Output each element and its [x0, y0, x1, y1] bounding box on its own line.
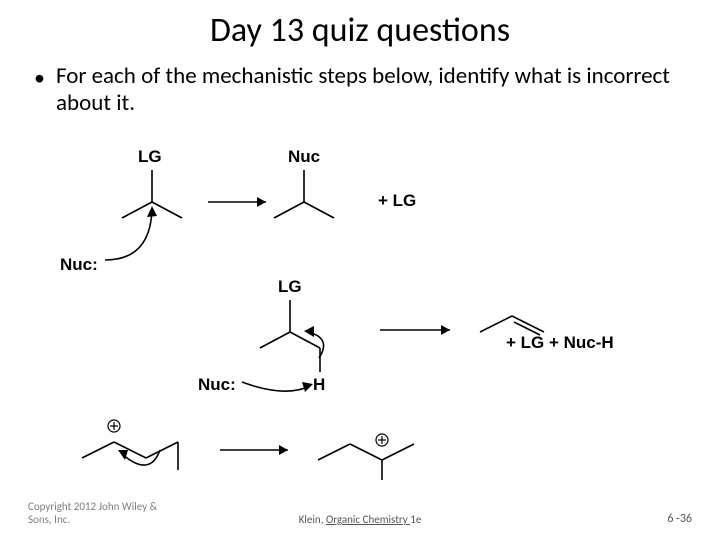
- label-nuc-colon-2: Nuc:: [198, 375, 236, 394]
- reaction-diagram: LG Nuc: Nuc + LG: [60, 140, 660, 480]
- footer-copyright-l1: Copyright 2012 John Wiley &: [28, 500, 157, 513]
- label-nuc-colon-1: Nuc:: [60, 255, 98, 274]
- footer-pagenum: 6 -36: [667, 512, 692, 526]
- label-nuc-1: Nuc: [288, 147, 320, 166]
- bullet-text: For each of the mechanistic steps below,…: [56, 63, 684, 117]
- footer-book: Organic Chemistry: [326, 513, 410, 526]
- page-title: Day 13 quiz questions: [0, 0, 720, 57]
- label-lg-2: LG: [278, 277, 302, 296]
- footer-center: Klein, Organic Chemistry 1e: [0, 513, 720, 526]
- label-h: H: [313, 375, 325, 394]
- label-plus-lg-1: + LG: [378, 191, 416, 210]
- footer-edition: 1e: [410, 513, 421, 526]
- label-lg-1: LG: [138, 147, 162, 166]
- footer-author: Klein,: [299, 513, 326, 526]
- label-plus-lg-nuch: + LG + Nuc-H: [506, 333, 614, 352]
